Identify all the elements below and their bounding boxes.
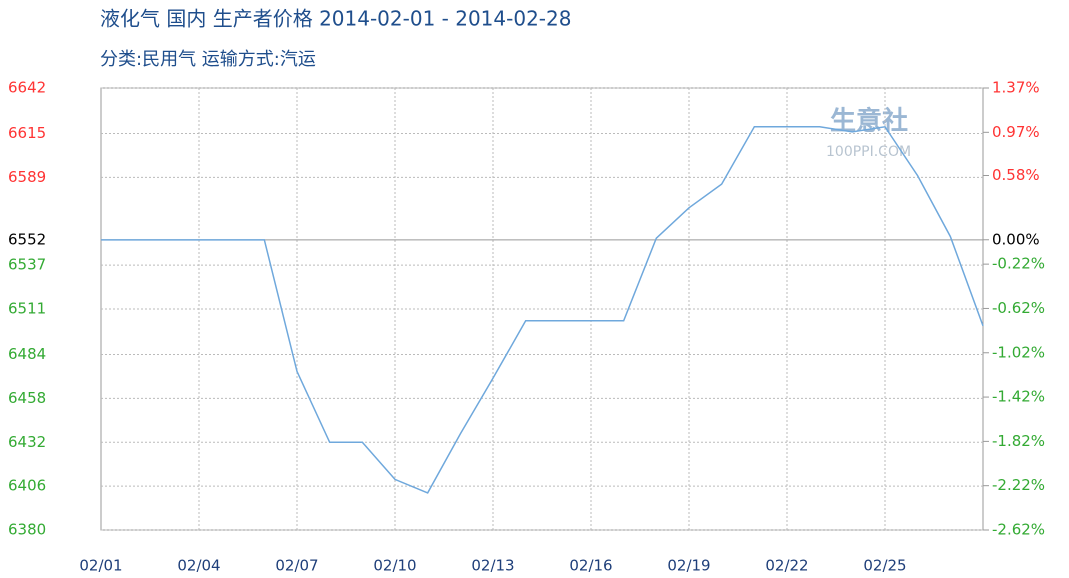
y-tick-label: 6552: [8, 230, 46, 248]
y2-tick-label: 0.00%: [992, 230, 1040, 248]
y-tick-label: 6458: [8, 389, 46, 407]
y-tick-label: 6615: [8, 124, 46, 142]
y-tick-label: 6432: [8, 433, 46, 451]
x-tick-label: 02/19: [667, 557, 710, 575]
y-tick-label: 6642: [8, 79, 46, 97]
x-tick-label: 02/01: [79, 557, 122, 575]
x-tick-label: 02/22: [765, 557, 808, 575]
y-tick-label: 6589: [8, 168, 46, 186]
x-tick-label: 02/07: [275, 557, 318, 575]
x-tick-label: 02/25: [863, 557, 906, 575]
y2-tick-label: 0.58%: [992, 166, 1040, 184]
x-tick-label: 02/04: [177, 557, 220, 575]
y-tick-label: 6537: [8, 256, 46, 274]
y-tick-label: 6380: [8, 521, 46, 539]
watermark: 生意社: [830, 106, 908, 137]
y-tick-label: 6484: [8, 345, 46, 363]
data-line: [101, 125, 984, 494]
y2-tick-label: -1.02%: [992, 343, 1045, 361]
y2-tick-label: -2.22%: [992, 476, 1045, 494]
y2-tick-label: 0.97%: [992, 123, 1040, 141]
y2-tick-label: 1.37%: [992, 79, 1040, 97]
x-tick-label: 02/16: [569, 557, 612, 575]
y2-tick-label: -2.62%: [992, 521, 1045, 539]
watermark: 100PPI.COM: [826, 144, 911, 160]
x-tick-label: 02/13: [471, 557, 514, 575]
y2-tick-label: -1.42%: [992, 388, 1045, 406]
chart-subtitle: 分类:民用气 运输方式:汽运: [100, 49, 316, 70]
y2-tick-label: -0.22%: [992, 255, 1045, 273]
y-tick-label: 6511: [8, 300, 46, 318]
y2-tick-label: -0.62%: [992, 299, 1045, 317]
x-tick-label: 02/10: [373, 557, 416, 575]
y-tick-label: 6406: [8, 477, 46, 495]
y2-tick-label: -1.82%: [992, 432, 1045, 450]
chart-title: 液化气 国内 生产者价格 2014-02-01 - 2014-02-28: [100, 7, 571, 31]
